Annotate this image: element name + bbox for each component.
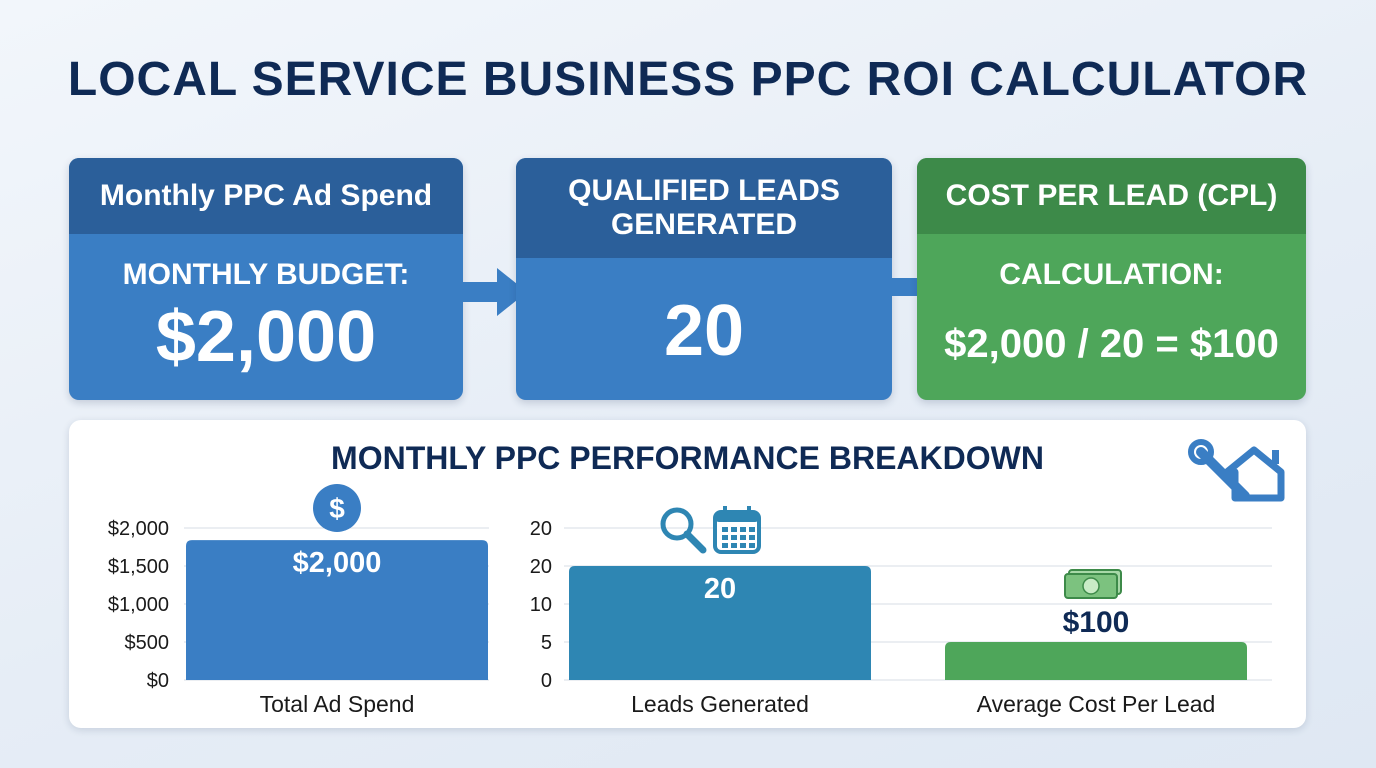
calendar-cell — [731, 543, 737, 548]
y-tick-label: 20 — [530, 556, 552, 578]
page-title: LOCAL SERVICE BUSINESS PPC ROI CALCULATO… — [67, 53, 1309, 106]
house-chimney — [1272, 450, 1279, 464]
calendar-cell — [740, 527, 746, 532]
ad-spend-card-header: Monthly PPC Ad Spend — [69, 158, 463, 234]
calendar-cell — [722, 535, 728, 540]
leads-card-header: QUALIFIED LEADS GENERATED — [516, 158, 892, 258]
magnifier-icon — [660, 507, 694, 541]
y-tick-label: $500 — [125, 632, 170, 654]
x-tick-label: Average Cost Per Lead — [977, 691, 1216, 717]
performance-chart: $2,000 $1,500 $1,000 $500 $0 20 20 10 5 0 $2,000 To… — [108, 439, 1285, 717]
calendar-cell — [749, 543, 755, 548]
cash-coin — [1082, 577, 1100, 595]
calendar-cell — [749, 535, 755, 540]
monthly-budget-label: MONTHLY BUDGET: — [122, 258, 410, 291]
calendar-cell — [749, 527, 755, 532]
bar — [569, 566, 871, 680]
y-tick-label: $1,500 — [108, 556, 169, 578]
cpl-card-header: COST PER LEAD (CPL) — [917, 158, 1306, 234]
chart-title: MONTHLY PPC PERFORMANCE BREAKDOWN — [331, 440, 1044, 476]
calendar-cell — [740, 535, 746, 540]
calendar-cell — [731, 535, 737, 540]
magnifier-handle — [683, 530, 707, 554]
calendar-cell — [722, 543, 728, 548]
wrench-head — [1188, 439, 1214, 465]
ad-spend-card: Monthly PPC Ad Spend MONTHLY BUDGET: $2,… — [69, 158, 463, 400]
cpl-formula: $2,000 / 20 = $100 — [944, 322, 1279, 366]
data-label: 20 — [704, 573, 736, 605]
y-tick-label: 10 — [530, 594, 552, 616]
calendar-cell — [740, 543, 746, 548]
x-tick-label: Total Ad Spend — [260, 691, 415, 717]
dollar-icon-glyph: $ — [329, 493, 345, 524]
leads-value: 20 — [663, 291, 745, 371]
connector-bar — [890, 278, 920, 296]
bar — [945, 642, 1247, 680]
y-tick-label: 20 — [530, 518, 552, 540]
y-tick-label: $1,000 — [108, 594, 169, 616]
y-tick-label: 5 — [541, 632, 552, 654]
calendar-cell — [722, 527, 728, 532]
calendar-cell — [731, 527, 737, 532]
performance-panel: MONTHLY PPC PERFORMANCE BREAKDOWN $2,000… — [69, 420, 1306, 728]
leads-card: QUALIFIED LEADS GENERATED 20 — [516, 158, 892, 400]
cpl-card: COST PER LEAD (CPL) CALCULATION: $2,000 … — [917, 158, 1306, 400]
y-tick-label: $2,000 — [108, 518, 169, 540]
arrow-right-icon — [461, 268, 527, 316]
x-tick-label: Leads Generated — [631, 691, 809, 717]
data-label: $100 — [1063, 606, 1130, 639]
calculation-label: CALCULATION: — [999, 258, 1224, 291]
dollar-icon — [313, 484, 361, 532]
data-label: $2,000 — [293, 547, 382, 579]
monthly-budget-value: $2,000 — [155, 297, 377, 377]
bar — [186, 540, 488, 680]
y-tick-label: $0 — [147, 670, 169, 692]
y-tick-label: 0 — [541, 670, 552, 692]
calendar-header — [715, 512, 759, 522]
